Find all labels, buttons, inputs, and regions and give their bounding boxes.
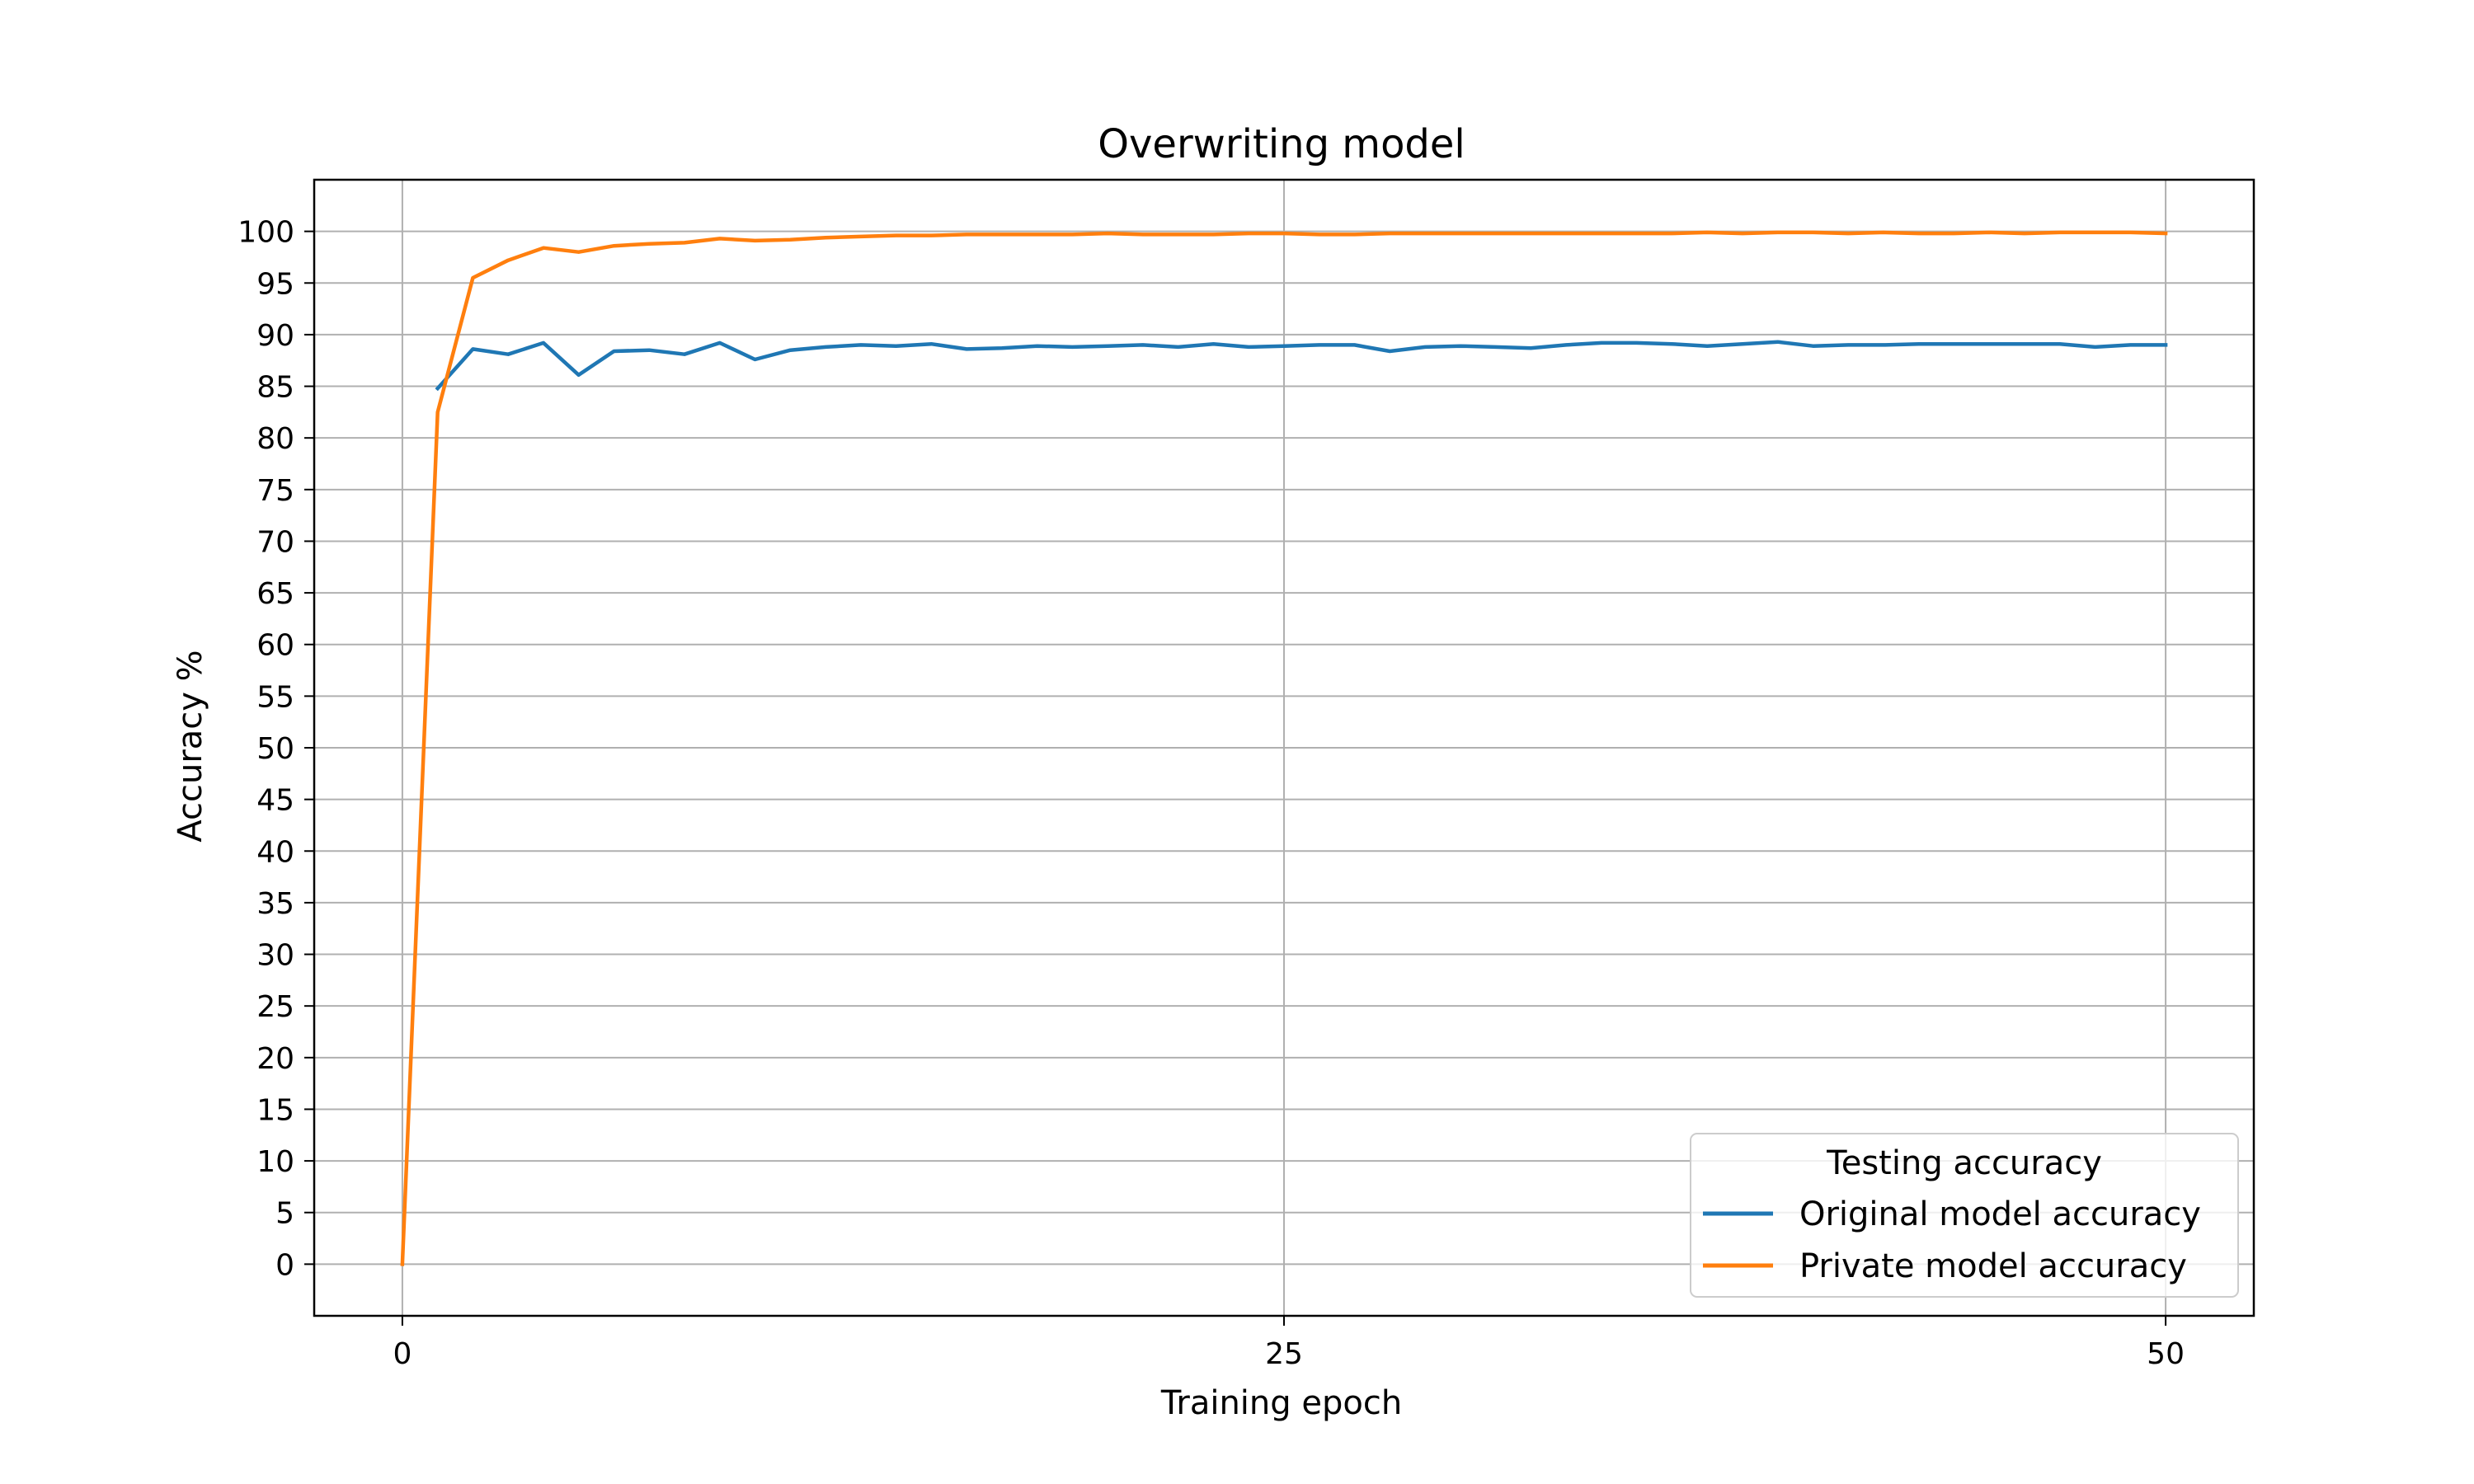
y-tick-label: 75 (256, 474, 294, 508)
legend: Testing accuracy Original model accuracy… (1690, 1133, 2239, 1298)
y-tick-label: 55 (256, 680, 294, 714)
x-tick-label: 0 (393, 1337, 412, 1371)
y-tick-label: 30 (256, 939, 294, 973)
y-tick-label: 50 (256, 732, 294, 766)
legend-label-private: Private model accuracy (1799, 1247, 2187, 1285)
legend-title: Testing accuracy (1826, 1144, 2102, 1182)
series-layer (400, 230, 2168, 1266)
y-tick-label: 95 (256, 267, 294, 301)
y-tick-label: 85 (256, 371, 294, 405)
axis-ticks: 0 5 10 15 20 25 30 35 40 45 50 55 60 65 70 75 80 85 90 95 10… (238, 216, 2185, 1371)
y-tick-label: 90 (256, 319, 294, 353)
y-tick-label: 25 (256, 990, 294, 1024)
y-tick-label: 0 (275, 1248, 294, 1282)
y-tick-label: 100 (238, 216, 294, 250)
legend-label-original: Original model accuracy (1799, 1195, 2201, 1233)
y-tick-label: 5 (275, 1197, 294, 1231)
y-tick-label: 40 (256, 835, 294, 869)
y-tick-label: 10 (256, 1145, 294, 1179)
chart-title: Overwriting model (1098, 121, 1465, 167)
y-tick-label: 20 (256, 1042, 294, 1076)
series-line-private (400, 230, 2168, 1266)
series-line-original (435, 340, 2168, 392)
y-axis-label: Accuracy % (172, 650, 209, 842)
x-tick-label: 50 (2147, 1337, 2185, 1371)
x-tick-label: 25 (1265, 1337, 1303, 1371)
x-axis-label: Training epoch (1160, 1384, 1402, 1422)
y-tick-label: 65 (256, 577, 294, 611)
y-tick-label: 15 (256, 1093, 294, 1127)
y-tick-label: 80 (256, 422, 294, 456)
y-tick-label: 70 (256, 525, 294, 559)
y-tick-label: 60 (256, 629, 294, 663)
y-tick-label: 45 (256, 784, 294, 818)
grid (314, 180, 2254, 1316)
y-tick-label: 35 (256, 887, 294, 921)
legend-box (1690, 1133, 2239, 1298)
